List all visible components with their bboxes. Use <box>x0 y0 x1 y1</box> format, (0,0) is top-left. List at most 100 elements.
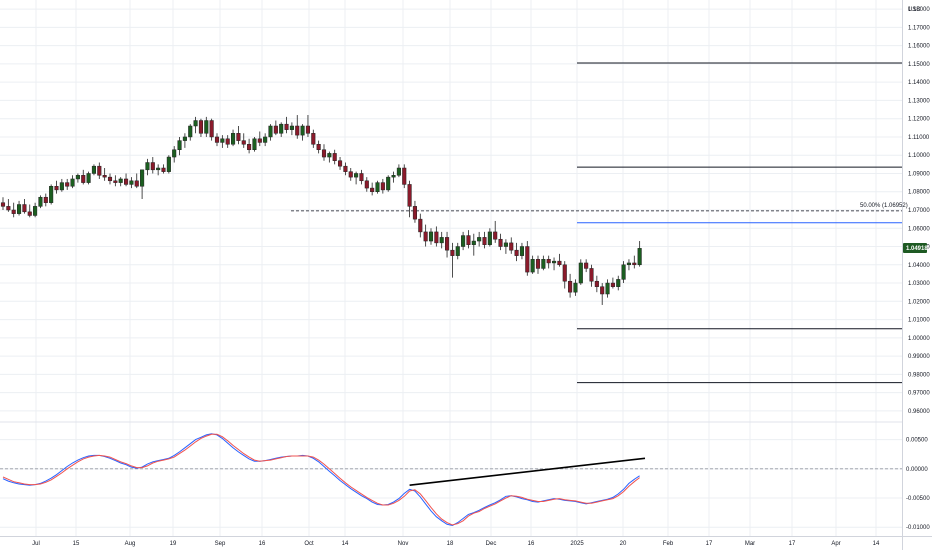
oscillator-pane <box>0 433 902 527</box>
candle-body <box>150 162 155 171</box>
candle-body <box>562 264 567 282</box>
candle-body <box>557 260 562 266</box>
price-tick-label: 0.97000 <box>908 391 930 397</box>
candle-body <box>589 268 594 282</box>
candle-body <box>600 286 605 295</box>
time-tick-label: 14 <box>342 541 349 547</box>
time-tick-label: Feb <box>663 541 674 547</box>
candle-body <box>140 169 145 187</box>
price-tick-label: 1.17000 <box>908 25 930 31</box>
oscillator-line <box>2 433 640 526</box>
candle-body <box>482 237 487 245</box>
candle-body <box>535 259 541 269</box>
candle-body <box>284 123 289 130</box>
price-tick-label: 0.99000 <box>908 354 930 360</box>
candle-body <box>204 120 209 134</box>
price-tick-label: 1.07000 <box>908 208 930 214</box>
grid-lines <box>0 0 902 536</box>
candle-body <box>97 165 102 176</box>
price-tick-label: 1.06000 <box>908 226 930 232</box>
time-tick-label: Jul <box>32 541 40 547</box>
currency-label: USD <box>908 7 921 13</box>
candle-body <box>445 237 450 251</box>
oscillator-line <box>2 433 640 527</box>
candle-body <box>321 149 327 158</box>
candle-body <box>166 156 171 172</box>
time-tick-label: Nov <box>398 541 409 547</box>
price-tick-label: 1.10000 <box>908 153 930 159</box>
candle-body <box>86 173 91 183</box>
candle-body <box>193 120 198 127</box>
candle-body <box>578 262 583 284</box>
candle-body <box>616 279 621 287</box>
candle-body <box>241 140 246 145</box>
candle-body <box>214 136 220 143</box>
candle-body <box>519 246 525 256</box>
candle-body <box>370 187 375 192</box>
candle-body <box>343 165 348 172</box>
price-tick-label: 1.09000 <box>908 171 930 177</box>
candle-body <box>418 218 423 233</box>
time-tick-label: Dec <box>486 541 497 547</box>
candle-body <box>0 202 6 207</box>
candlestick-series <box>0 115 642 305</box>
candle-body <box>198 120 203 134</box>
candle-body <box>354 173 359 178</box>
candle-body <box>530 259 535 273</box>
candle-body <box>295 125 300 136</box>
candle-body <box>59 182 64 191</box>
candle-body <box>134 180 139 187</box>
candle-body <box>38 196 43 207</box>
candle-body <box>257 138 262 143</box>
candle-body <box>626 262 632 266</box>
candle-body <box>493 231 498 240</box>
candle-body <box>359 173 364 182</box>
time-tick-label: 20 <box>620 541 627 547</box>
candle-body <box>552 260 557 264</box>
time-tick-label: 19 <box>170 541 177 547</box>
price-tick-label: 1.03000 <box>908 281 930 287</box>
candle-body <box>573 282 578 293</box>
candle-body <box>11 209 16 214</box>
candle-body <box>54 186 59 191</box>
candle-body <box>466 235 471 245</box>
oscillator-trendline <box>409 457 646 486</box>
price-tick-label: 0.96000 <box>908 409 930 415</box>
last-price-value: 1.04918 <box>906 246 928 252</box>
price-tick-label: 1.16000 <box>908 44 930 50</box>
candle-body <box>43 196 48 203</box>
candle-body <box>118 178 123 183</box>
candle-body <box>487 231 492 245</box>
candle-body <box>434 231 439 244</box>
time-tick-label: Sep <box>215 541 226 547</box>
candle-body <box>305 125 310 134</box>
oscillator-tick-label: -0.00500 <box>906 496 930 502</box>
time-tick-label: 17 <box>706 541 713 547</box>
oscillator-tick-label: -0.01000 <box>906 525 930 531</box>
candle-body <box>49 186 54 203</box>
candle-body <box>268 125 273 138</box>
candle-body <box>621 264 626 280</box>
candle-body <box>225 138 230 145</box>
time-tick-label: 2025 <box>570 541 584 547</box>
time-tick-label: 14 <box>873 541 880 547</box>
candle-body <box>247 144 252 150</box>
candle-body <box>514 249 519 256</box>
candle-body <box>605 282 610 295</box>
candle-body <box>182 136 187 141</box>
candle-body <box>236 133 241 141</box>
time-tick-label: 15 <box>73 541 80 547</box>
time-tick-label: Aug <box>125 541 136 547</box>
candle-body <box>450 249 455 256</box>
oscillator-tick-label: 0.00500 <box>906 438 928 444</box>
candle-body <box>263 136 268 143</box>
candle-body <box>129 180 134 185</box>
candle-body <box>455 246 460 256</box>
candle-body <box>423 231 428 242</box>
candle-body <box>81 175 86 183</box>
price-tick-label: 1.18000 <box>908 7 930 13</box>
last-price-label: 1.04918 <box>903 243 928 254</box>
price-tick-label: 1.08000 <box>908 190 930 196</box>
